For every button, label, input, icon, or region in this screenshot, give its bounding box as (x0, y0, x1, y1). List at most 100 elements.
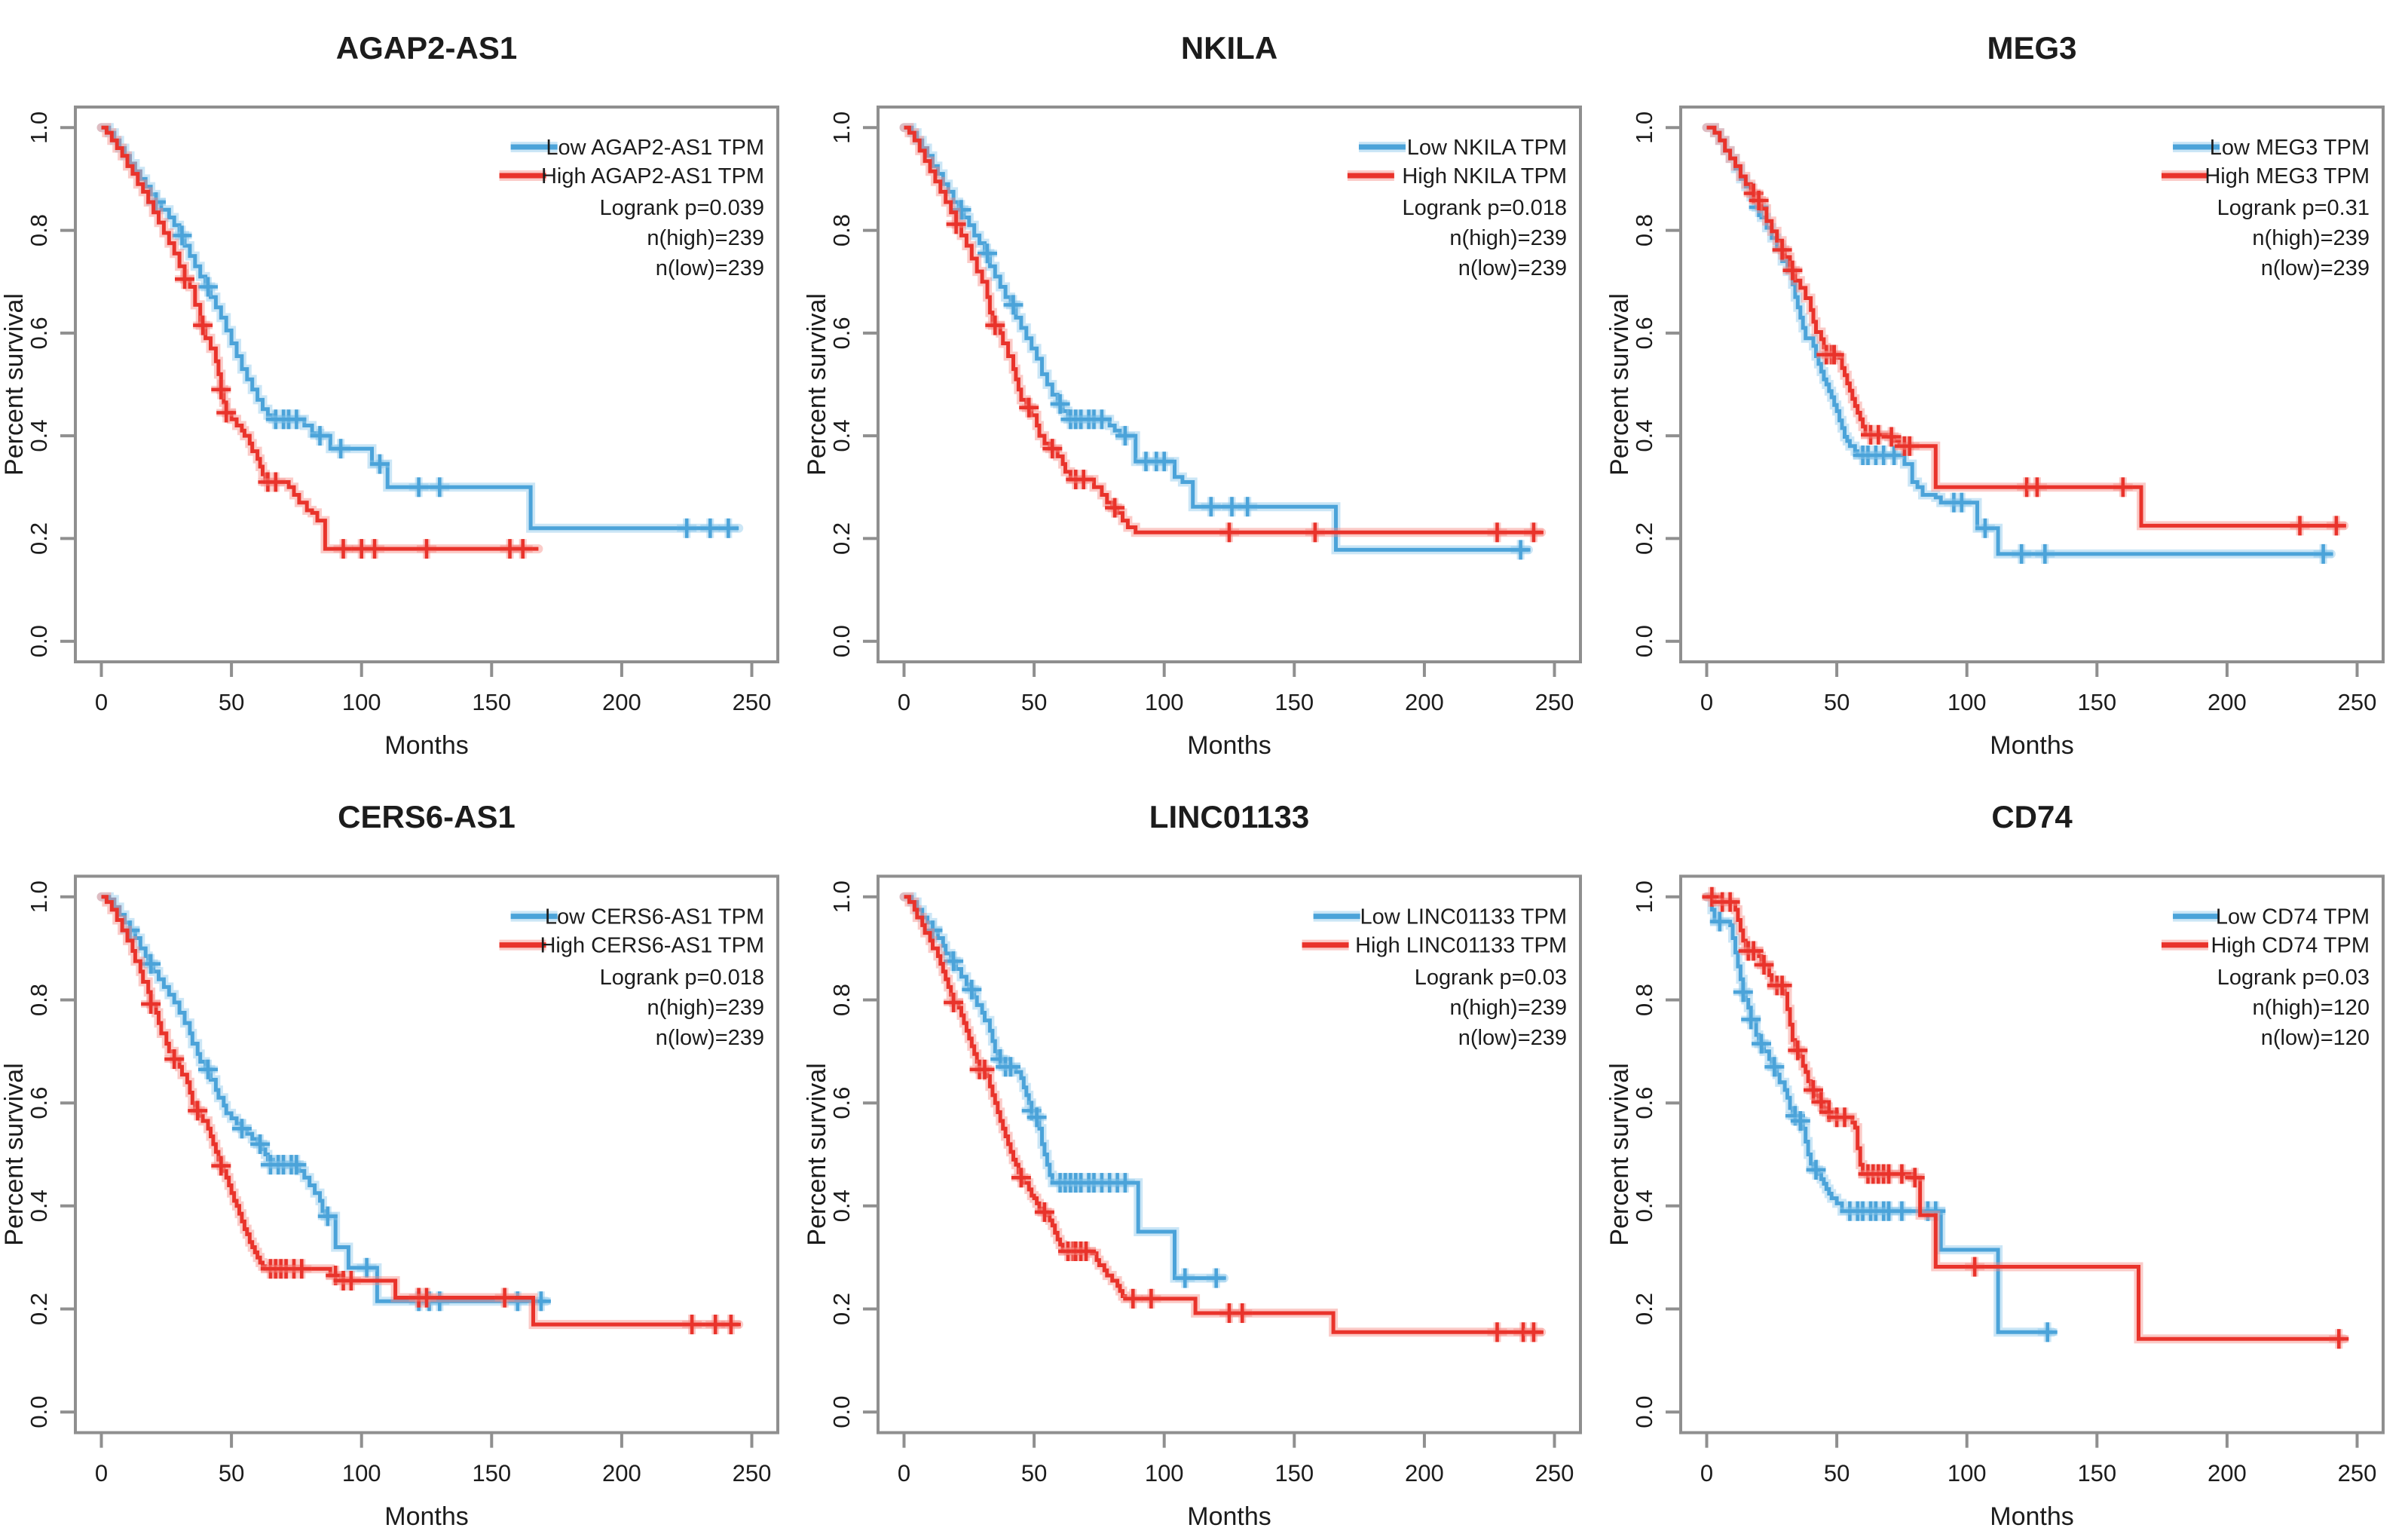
legend-stat: n(low)=239 (2261, 256, 2370, 280)
y-tick-label: 0.2 (1631, 522, 1657, 555)
y-tick-label: 0.6 (828, 317, 855, 349)
x-tick-label: 200 (2208, 689, 2247, 715)
high-censor-marks (1743, 183, 2346, 536)
y-tick-label: 0.8 (828, 984, 855, 1016)
y-tick-label: 0.8 (828, 214, 855, 246)
curves (899, 123, 1547, 560)
low-curve (1706, 895, 2053, 1334)
legend-label-low: Low AGAP2-AS1 TPM (546, 136, 764, 160)
y-tick-label: 1.0 (1631, 112, 1657, 144)
x-tick-label: 200 (602, 1460, 641, 1486)
legend-stat: Logrank p=0.018 (1403, 196, 1568, 220)
x-tick-label: 250 (1535, 689, 1574, 715)
legend-stat: n(high)=239 (647, 226, 764, 250)
legend-stat: n(high)=239 (2252, 226, 2370, 250)
high-censor-marks (175, 269, 533, 559)
x-tick-label: 50 (1824, 1460, 1850, 1486)
legend: Low CERS6-AS1 TPM High CERS6-AS1 TPM Logra… (499, 905, 764, 1050)
plot-title: LINC01133 (1149, 799, 1309, 834)
axes: 0 50 100 150 200 250 0.0 0.2 0.4 0.6 0.8 1.0 (828, 112, 1574, 715)
km-plot-nkila: 0 50 100 150 200 250 0.0 0.2 0.4 0.6 0.8 1.0 NKILA Mo… (803, 0, 1605, 769)
x-axis-label: Months (384, 731, 469, 760)
x-axis-label: Months (1187, 1502, 1271, 1531)
y-axis-label: Percent survival (1605, 1063, 1634, 1246)
x-axis-label: Months (1187, 731, 1271, 760)
y-axis-label: Percent survival (1605, 293, 1634, 476)
x-axis-label: Months (384, 1502, 468, 1531)
km-plot-meg3: 0 50 100 150 200 250 0.0 0.2 0.4 0.6 0.8 1.0 MEG3 Mon… (1605, 0, 2408, 769)
legend-label-high: High NKILA TPM (1402, 164, 1567, 188)
plot-box (1679, 106, 2385, 663)
x-tick-label: 250 (2338, 1460, 2377, 1486)
axes: 0 50 100 150 200 250 0.0 0.2 0.4 0.6 0.8 1.0 (26, 112, 771, 715)
y-tick-label: 0.6 (828, 1087, 855, 1119)
x-tick-label: 250 (733, 689, 772, 715)
legend-stat: n(high)=120 (2252, 996, 2370, 1020)
curves (1702, 123, 2349, 564)
plot-title: NKILA (1181, 30, 1277, 66)
km-plot-svg: 0 50 100 150 200 250 0.0 0.2 0.4 0.6 0.8 1.0 LINC011… (803, 799, 1582, 1531)
x-tick-label: 150 (472, 689, 511, 715)
y-tick-label: 0.4 (1631, 1189, 1657, 1222)
y-tick-label: 0.4 (828, 1189, 855, 1222)
curves (1702, 886, 2349, 1349)
y-tick-label: 0.2 (828, 522, 855, 555)
y-tick-label: 0.8 (26, 214, 52, 246)
plot-title: CERS6-AS1 (338, 799, 516, 834)
legend-label-high: High MEG3 TPM (2205, 164, 2370, 188)
y-tick-label: 0.0 (26, 625, 52, 657)
high-curve (101, 895, 739, 1327)
legend-stat: n(low)=239 (1458, 256, 1567, 280)
high-curve (904, 895, 1542, 1334)
y-tick-label: 0.4 (26, 420, 52, 452)
y-tick-label: 0.6 (1631, 1087, 1657, 1119)
x-tick-label: 0 (95, 689, 108, 715)
legend-label-low: Low CERS6-AS1 TPM (545, 905, 764, 929)
legend: Low AGAP2-AS1 TPM High AGAP2-AS1 TPM Logra… (499, 136, 765, 280)
x-tick-label: 0 (898, 1460, 910, 1486)
low-censor-marks (120, 920, 551, 1312)
km-plot-agap2-as1: 0 50 100 150 200 250 0.0 0.2 0.4 0.6 0.8 1.0 AGAP2-A… (0, 0, 803, 769)
low-censor-marks (951, 200, 1531, 560)
legend-label-high: High CERS6-AS1 TPM (540, 934, 764, 958)
low-curve (101, 125, 739, 531)
y-tick-label: 0.4 (1631, 420, 1657, 452)
axes: 0 50 100 150 200 250 0.0 0.2 0.4 0.6 0.8 1.0 (26, 880, 771, 1486)
plot-title: CD74 (1991, 799, 2073, 834)
plot-box (74, 874, 779, 1434)
x-tick-label: 100 (1145, 689, 1184, 715)
legend: Low NKILA TPM High NKILA TPM Logrank p=0.0… (1347, 136, 1568, 280)
y-tick-label: 1.0 (828, 880, 855, 913)
x-tick-label: 150 (1274, 1460, 1314, 1486)
curve-halo (96, 892, 551, 1306)
x-tick-label: 0 (1700, 689, 1713, 715)
y-tick-label: 0.0 (828, 1396, 855, 1428)
km-plot-cers6-as1: 0 50 100 150 200 250 0.0 0.2 0.4 0.6 0.8 1.0 CERS6-A… (0, 769, 803, 1540)
legend-label-low: Low NKILA TPM (1407, 136, 1567, 160)
x-tick-label: 0 (95, 1460, 108, 1486)
y-tick-label: 0.8 (26, 984, 52, 1016)
x-tick-label: 0 (898, 689, 910, 715)
y-tick-label: 0.2 (26, 522, 52, 555)
legend-label-low: Low LINC01133 TPM (1360, 905, 1567, 929)
plot-box (877, 874, 1582, 1434)
low-curve (904, 125, 1528, 552)
y-tick-label: 0.6 (1631, 317, 1657, 349)
axes: 0 50 100 150 200 250 0.0 0.2 0.4 0.6 0.8 1.0 (1631, 880, 2376, 1486)
legend-label-high: High AGAP2-AS1 TPM (541, 164, 764, 188)
y-tick-label: 1.0 (828, 112, 855, 144)
x-tick-label: 50 (219, 689, 244, 715)
y-tick-label: 0.4 (26, 1189, 52, 1222)
x-tick-label: 50 (219, 1460, 244, 1486)
y-tick-label: 1.0 (1631, 880, 1657, 913)
legend-stat: n(high)=239 (647, 996, 764, 1020)
high-curve (1706, 125, 2345, 528)
x-tick-label: 150 (472, 1460, 511, 1486)
legend-stat: n(high)=239 (1449, 226, 1567, 250)
x-tick-label: 200 (2208, 1460, 2247, 1486)
legend-stat: Logrank p=0.039 (600, 196, 765, 220)
x-tick-label: 0 (1700, 1460, 1713, 1486)
y-tick-label: 0.2 (26, 1293, 52, 1325)
x-tick-label: 250 (1535, 1460, 1574, 1486)
legend-label-low: Low CD74 TPM (2216, 905, 2370, 929)
